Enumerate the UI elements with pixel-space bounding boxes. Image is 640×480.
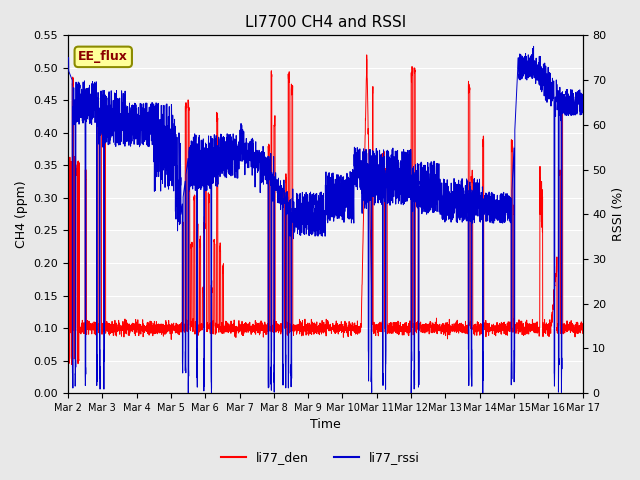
Legend: li77_den, li77_rssi: li77_den, li77_rssi [216, 446, 424, 469]
Y-axis label: CH4 (ppm): CH4 (ppm) [15, 180, 28, 248]
X-axis label: Time: Time [310, 419, 340, 432]
Title: LI7700 CH4 and RSSI: LI7700 CH4 and RSSI [244, 15, 406, 30]
Y-axis label: RSSI (%): RSSI (%) [612, 187, 625, 241]
Text: EE_flux: EE_flux [78, 50, 128, 63]
